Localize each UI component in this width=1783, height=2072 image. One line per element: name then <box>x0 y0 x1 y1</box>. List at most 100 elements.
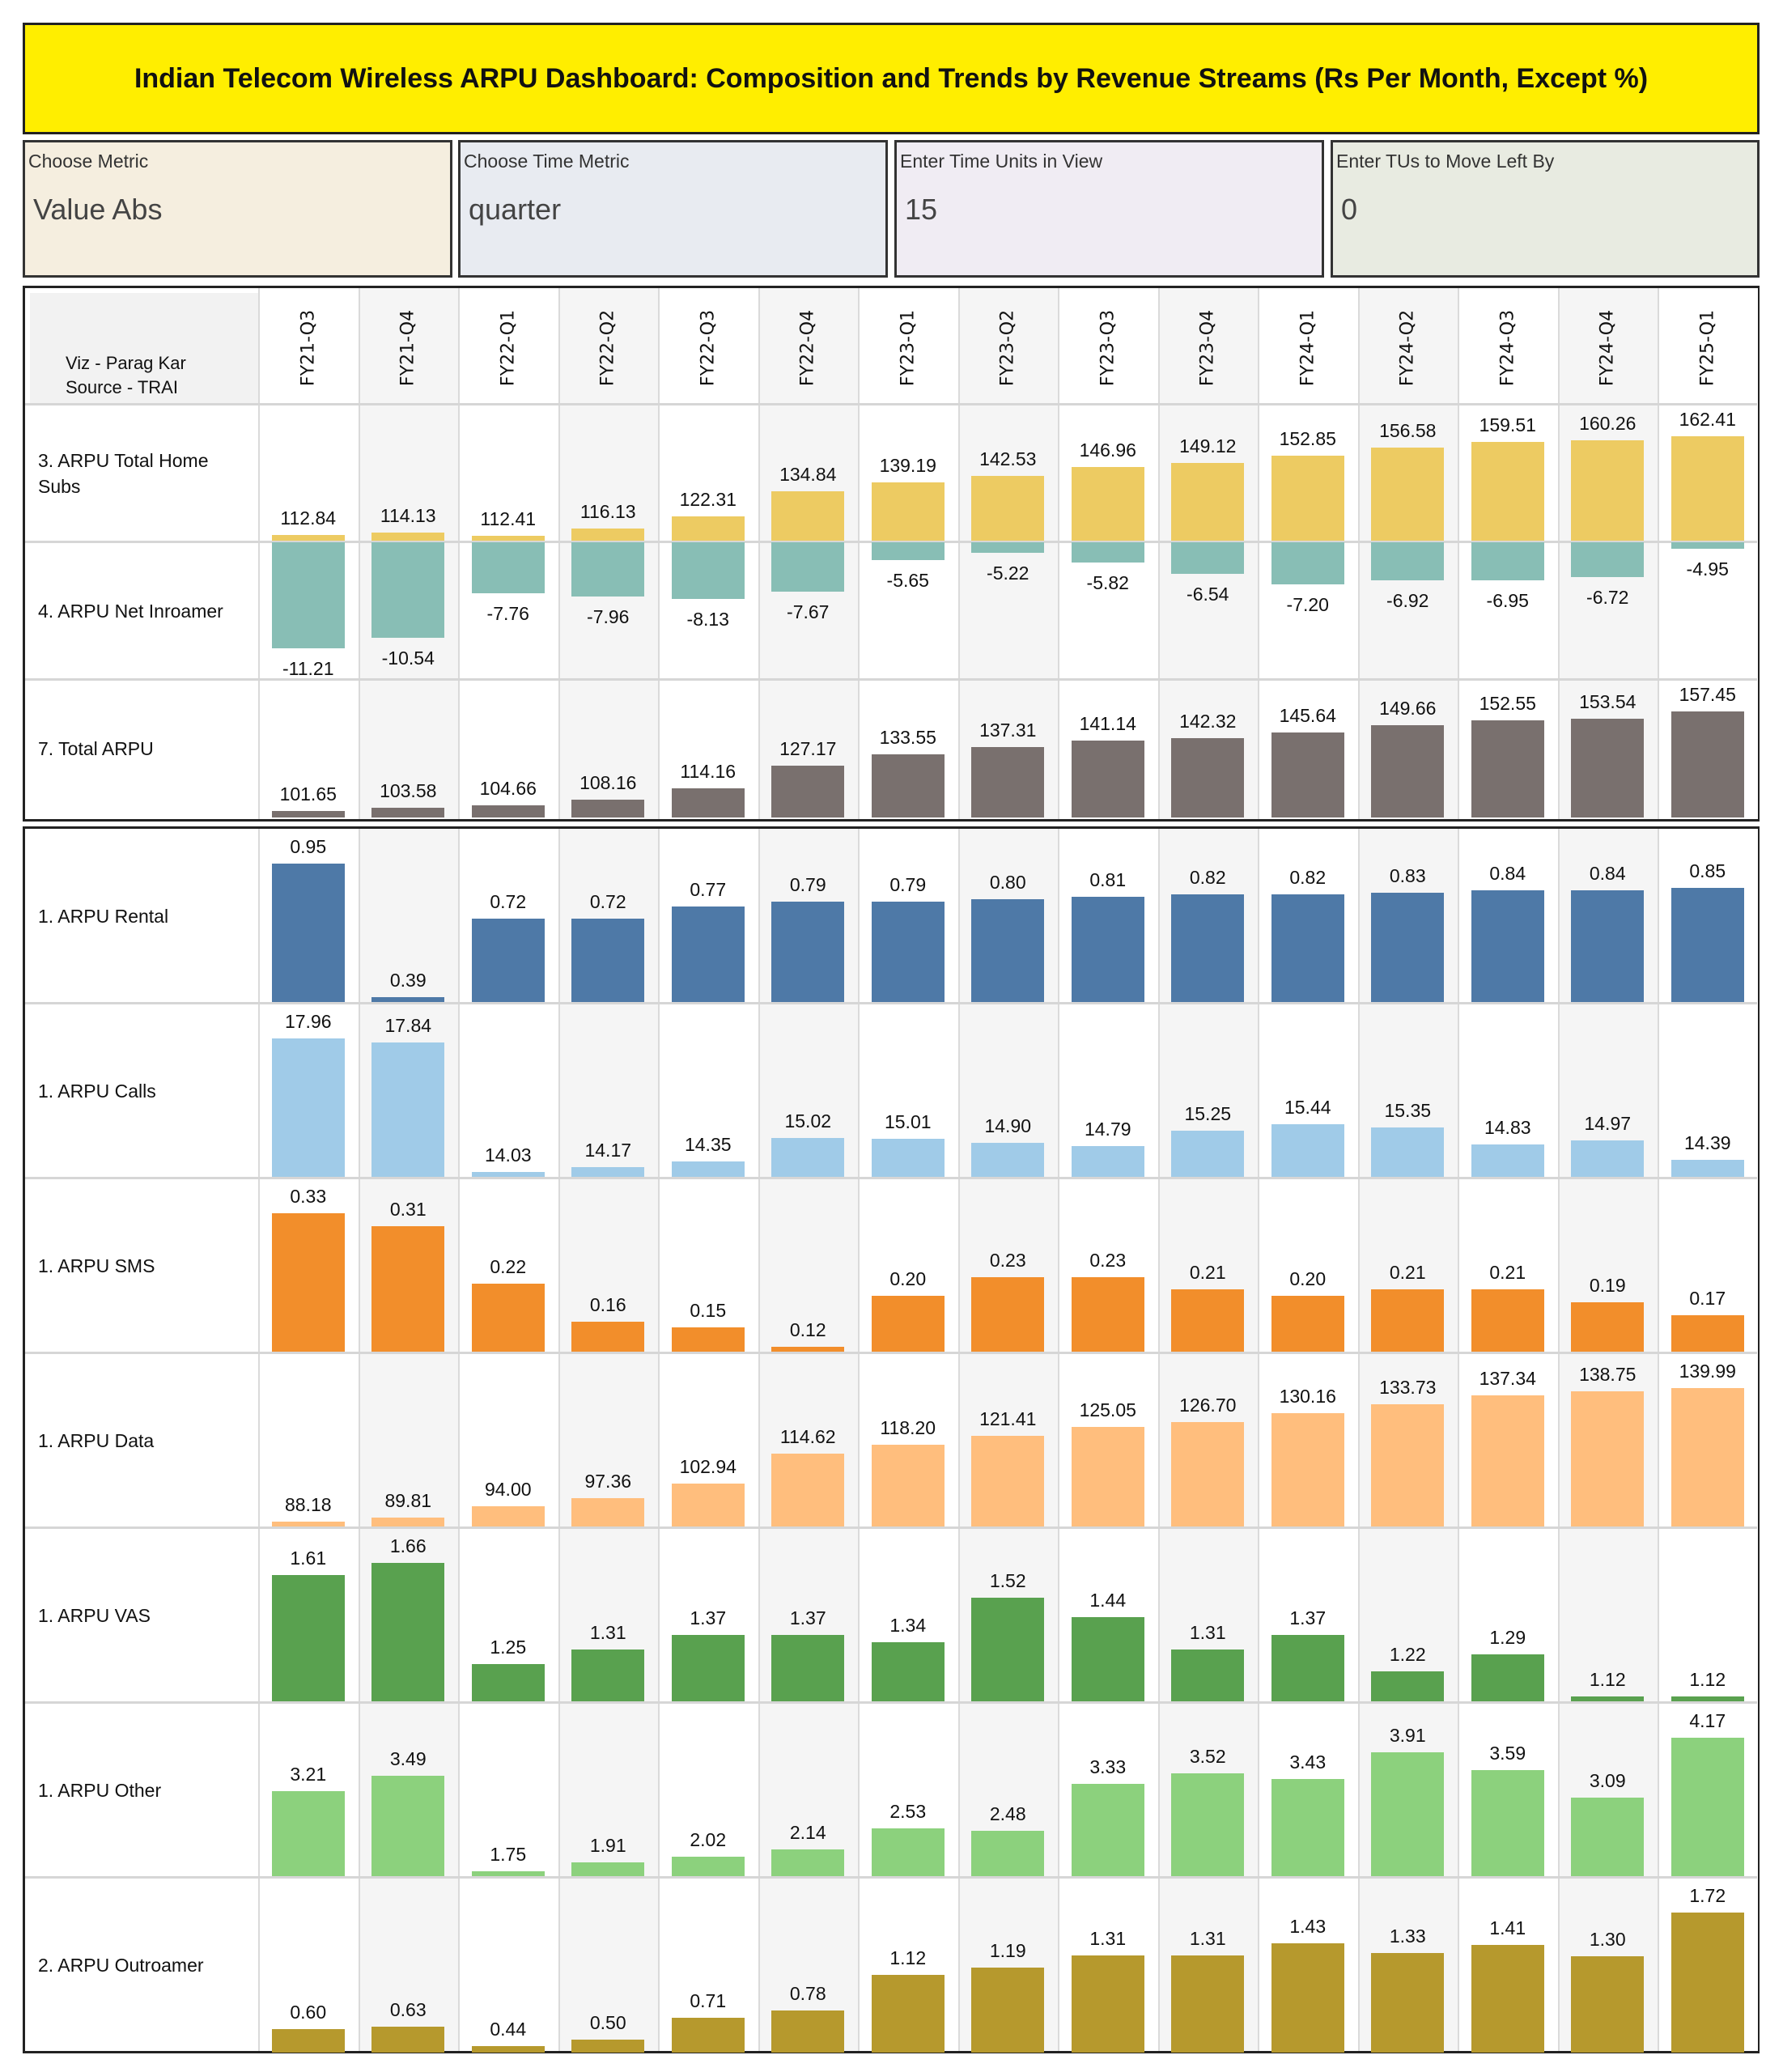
bar[interactable] <box>1271 455 1344 542</box>
bar[interactable] <box>671 542 745 600</box>
bar[interactable] <box>1071 542 1144 563</box>
bar[interactable] <box>271 542 345 648</box>
bar[interactable] <box>1471 1289 1544 1353</box>
bar[interactable] <box>1071 1617 1144 1703</box>
bar[interactable] <box>371 807 445 817</box>
bar[interactable] <box>471 536 545 542</box>
bar[interactable] <box>671 906 745 1004</box>
bar[interactable] <box>371 532 445 542</box>
bar[interactable] <box>271 534 345 542</box>
bar[interactable] <box>271 2029 345 2053</box>
bar[interactable] <box>771 490 845 542</box>
bar[interactable] <box>1371 448 1445 542</box>
bar[interactable] <box>1071 467 1144 542</box>
bar[interactable] <box>1071 1146 1144 1178</box>
bar[interactable] <box>371 542 445 638</box>
bar[interactable] <box>671 1484 745 1528</box>
bar[interactable] <box>1571 718 1645 817</box>
time-units-in-view-input[interactable]: Enter Time Units in View 15 <box>894 140 1324 278</box>
bar[interactable] <box>271 1790 345 1878</box>
bar[interactable] <box>1471 542 1544 581</box>
bar[interactable] <box>1171 738 1245 817</box>
bar[interactable] <box>1071 1955 1144 2053</box>
bar[interactable] <box>1371 1404 1445 1528</box>
bar[interactable] <box>1271 1296 1344 1353</box>
bar[interactable] <box>371 997 445 1004</box>
bar[interactable] <box>1171 1130 1245 1178</box>
bar[interactable] <box>671 2018 745 2053</box>
bar[interactable] <box>671 1634 745 1703</box>
bar[interactable] <box>971 1436 1045 1528</box>
bar[interactable] <box>471 918 545 1004</box>
bar[interactable] <box>1471 442 1544 542</box>
bar[interactable] <box>1371 1289 1445 1353</box>
bar[interactable] <box>571 1321 645 1353</box>
bar[interactable] <box>1471 1945 1544 2053</box>
bar[interactable] <box>1571 440 1645 542</box>
bar[interactable] <box>1271 1123 1344 1178</box>
bar[interactable] <box>1071 1426 1144 1528</box>
bar[interactable] <box>1671 1159 1744 1178</box>
bar[interactable] <box>871 1641 945 1703</box>
bar[interactable] <box>1171 1422 1245 1528</box>
bar[interactable] <box>971 899 1045 1004</box>
bar[interactable] <box>271 1213 345 1353</box>
time-units-in-view-value[interactable]: 15 <box>905 193 938 226</box>
bar[interactable] <box>1371 542 1445 580</box>
bar[interactable] <box>1671 887 1744 1004</box>
bar[interactable] <box>671 1856 745 1878</box>
bar[interactable] <box>1471 720 1544 817</box>
bar[interactable] <box>571 2040 645 2053</box>
bar[interactable] <box>1671 1388 1744 1528</box>
bar[interactable] <box>1271 1413 1344 1528</box>
bar[interactable] <box>771 1453 845 1528</box>
bar[interactable] <box>1671 711 1744 817</box>
bar[interactable] <box>471 1664 545 1703</box>
bar[interactable] <box>871 1444 945 1528</box>
bar[interactable] <box>1071 1784 1144 1878</box>
bar[interactable] <box>1571 1302 1645 1353</box>
bar[interactable] <box>1671 1738 1744 1878</box>
bar[interactable] <box>1571 1140 1645 1178</box>
bar[interactable] <box>1371 1953 1445 2053</box>
bar[interactable] <box>1071 741 1144 817</box>
bar[interactable] <box>871 1975 945 2053</box>
bar[interactable] <box>1671 1696 1744 1703</box>
bar[interactable] <box>571 1862 645 1878</box>
bar[interactable] <box>1371 1127 1445 1178</box>
bar[interactable] <box>1171 1650 1245 1703</box>
bar[interactable] <box>771 2010 845 2053</box>
bar[interactable] <box>1171 894 1245 1004</box>
bar[interactable] <box>771 1347 845 1353</box>
bar[interactable] <box>1471 1395 1544 1528</box>
bar[interactable] <box>1271 732 1344 817</box>
bar[interactable] <box>1471 1769 1544 1878</box>
bar[interactable] <box>271 1575 345 1703</box>
bar[interactable] <box>671 516 745 542</box>
bar[interactable] <box>571 1167 645 1178</box>
bar[interactable] <box>871 754 945 817</box>
bar[interactable] <box>671 1161 745 1178</box>
choose-metric-control[interactable]: Choose Metric Value Abs <box>23 140 452 278</box>
bar[interactable] <box>271 864 345 1004</box>
bar[interactable] <box>771 902 845 1004</box>
bar[interactable] <box>871 902 945 1004</box>
bar[interactable] <box>1571 1696 1645 1703</box>
bar[interactable] <box>471 805 545 817</box>
bar[interactable] <box>871 1828 945 1878</box>
choose-time-metric-value[interactable]: quarter <box>469 193 562 226</box>
bar[interactable] <box>771 765 845 817</box>
bar[interactable] <box>771 542 845 592</box>
bar[interactable] <box>1471 1144 1544 1178</box>
choose-time-metric-control[interactable]: Choose Time Metric quarter <box>458 140 888 278</box>
bar[interactable] <box>971 747 1045 817</box>
bar[interactable] <box>271 1038 345 1178</box>
bar[interactable] <box>1271 1634 1344 1703</box>
bar[interactable] <box>771 1849 845 1878</box>
bar[interactable] <box>1671 1913 1744 2053</box>
bar[interactable] <box>1171 462 1245 542</box>
bar[interactable] <box>571 1650 645 1703</box>
choose-metric-value[interactable]: Value Abs <box>33 193 163 226</box>
bar[interactable] <box>1371 1671 1445 1703</box>
bar[interactable] <box>471 1871 545 1878</box>
